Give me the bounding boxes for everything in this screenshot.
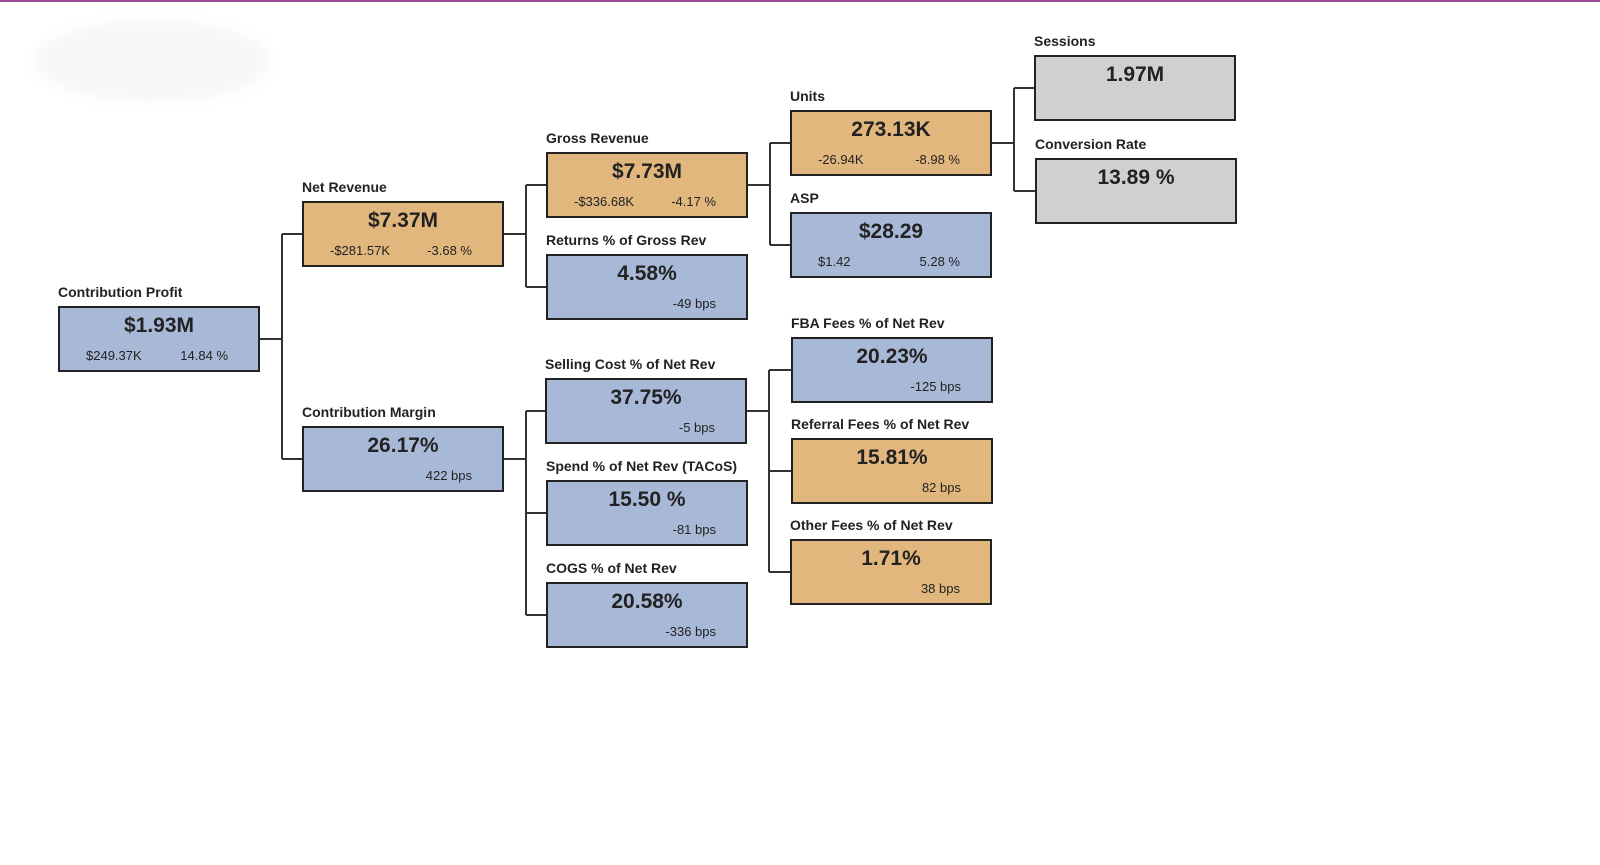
node-detail: $249.37K	[86, 348, 142, 363]
node-box: $7.73M -$336.68K -4.17 %	[546, 152, 748, 218]
node-box: $28.29 $1.42 5.28 %	[790, 212, 992, 278]
node-box: 4.58% -49 bps	[546, 254, 748, 320]
node-detail: $1.42	[818, 254, 851, 269]
node-value: 26.17%	[367, 434, 439, 457]
node-value: $7.73M	[611, 160, 683, 183]
node-detail: 14.84 %	[180, 348, 228, 363]
node-box: 15.50 % -81 bps	[546, 480, 748, 546]
node-detail: 38 bps	[920, 581, 960, 596]
node-label: ASP	[790, 190, 819, 206]
node-label: Gross Revenue	[546, 130, 649, 146]
node-detail: -26.94K	[818, 152, 864, 167]
node-value: 37.75%	[610, 386, 682, 409]
node-label: Referral Fees % of Net Rev	[791, 416, 970, 432]
node-label: Returns % of Gross Rev	[546, 232, 707, 248]
node-value: 20.23%	[856, 345, 928, 368]
node-label: Conversion Rate	[1035, 136, 1147, 152]
node-detail: -$336.68K	[574, 194, 634, 209]
node-label: Spend % of Net Rev (TACoS)	[546, 458, 738, 474]
node-label: Sessions	[1034, 33, 1096, 49]
node-value: 13.89 %	[1097, 166, 1175, 189]
node-box: 37.75% -5 bps	[545, 378, 747, 444]
node-box: $7.37M -$281.57K -3.68 %	[302, 201, 504, 267]
node-detail: -8.98 %	[915, 152, 960, 167]
node-value: 4.58%	[617, 262, 677, 285]
node-box: $1.93M $249.37K 14.84 %	[58, 306, 260, 372]
node-value: 1.71%	[861, 547, 921, 570]
node-box: 1.71% 38 bps	[790, 539, 992, 605]
node-box: 20.58% -336 bps	[546, 582, 748, 648]
node-detail: -3.68 %	[427, 243, 472, 258]
node-value: $28.29	[858, 220, 924, 243]
node-label: Contribution Profit	[58, 284, 183, 300]
node-box: 15.81% 82 bps	[791, 438, 993, 504]
node-value: $7.37M	[367, 209, 439, 232]
node-value: 1.97M	[1105, 63, 1165, 86]
node-label: Other Fees % of Net Rev	[790, 517, 953, 533]
node-box: 26.17% 422 bps	[302, 426, 504, 492]
node-detail: -49 bps	[672, 296, 716, 311]
node-detail: -$281.57K	[330, 243, 390, 258]
node-label: Units	[790, 88, 825, 104]
node-value: 20.58%	[611, 590, 683, 613]
node-label: Net Revenue	[302, 179, 387, 195]
node-box: 20.23% -125 bps	[791, 337, 993, 403]
node-value: 15.50 %	[608, 488, 686, 511]
node-label: FBA Fees % of Net Rev	[791, 315, 945, 331]
node-value: 273.13K	[851, 118, 931, 141]
blurred-placeholder	[35, 20, 270, 102]
node-detail: -125 bps	[910, 379, 961, 394]
node-label: Contribution Margin	[302, 404, 436, 420]
top-bar	[0, 0, 1600, 2]
node-detail: -4.17 %	[671, 194, 716, 209]
node-detail: -336 bps	[665, 624, 716, 639]
node-detail: 82 bps	[921, 480, 961, 495]
node-detail: 5.28 %	[919, 254, 960, 269]
node-value: $1.93M	[123, 314, 195, 337]
node-box: 273.13K -26.94K -8.98 %	[790, 110, 992, 176]
node-value: 15.81%	[856, 446, 928, 469]
node-box: 1.97M	[1034, 55, 1236, 121]
node-detail: 422 bps	[425, 468, 472, 483]
node-label: Selling Cost % of Net Rev	[545, 356, 716, 372]
node-box: 13.89 %	[1035, 158, 1237, 224]
node-label: COGS % of Net Rev	[546, 560, 677, 576]
node-detail: -5 bps	[678, 420, 715, 435]
node-detail: -81 bps	[672, 522, 716, 537]
